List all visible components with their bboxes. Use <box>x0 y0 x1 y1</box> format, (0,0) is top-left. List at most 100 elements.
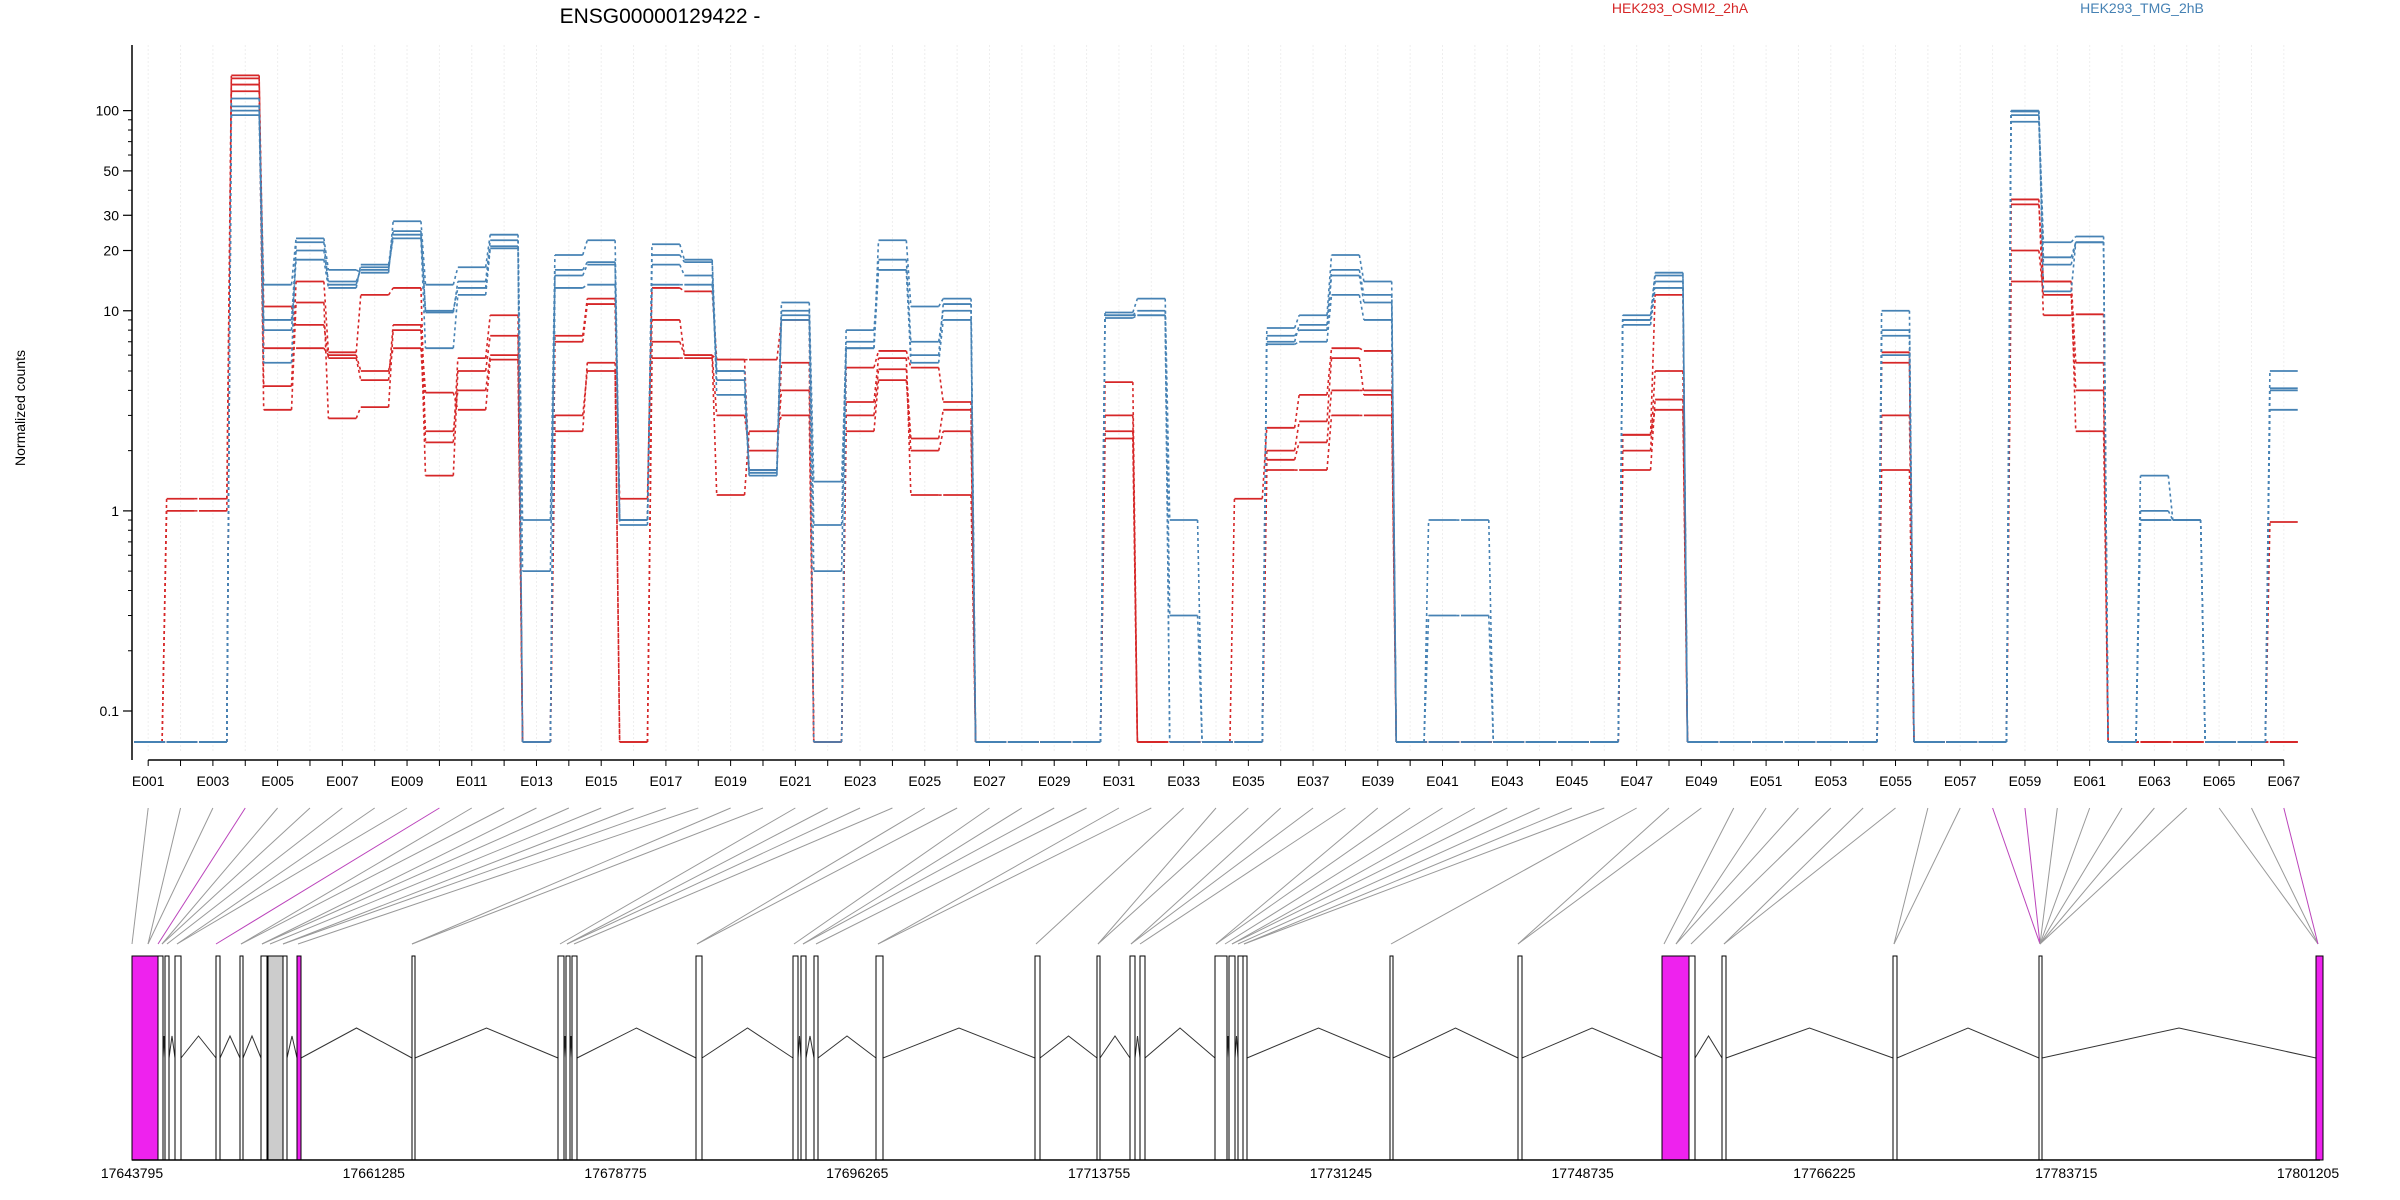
connector-E061 <box>2039 807 2091 945</box>
genomic-coordinate-label: 17643795 <box>101 1165 164 1181</box>
exon-block-5 <box>215 955 221 1161</box>
x-tick-label-E017: E017 <box>650 773 683 789</box>
connector-E046 <box>1243 807 1605 945</box>
intron-line <box>1039 1035 1098 1059</box>
exon-block-14 <box>571 955 578 1161</box>
exon-block-25 <box>1228 955 1236 1161</box>
exon-block-10 <box>296 955 302 1161</box>
intron-line <box>1099 1035 1131 1059</box>
exon-block-30 <box>1661 955 1690 1161</box>
exon-block-15 <box>695 955 703 1161</box>
connector-E053 <box>1690 807 1832 945</box>
x-tick-label-E049: E049 <box>1685 773 1718 789</box>
exon-block-1 <box>131 955 159 1161</box>
connector-E030 <box>815 807 1087 945</box>
connector-E028 <box>802 807 1023 945</box>
connector-E047 <box>1390 807 1637 945</box>
exon-connector-lines <box>131 807 2319 945</box>
connector-E042 <box>1231 807 1476 945</box>
connector-E023 <box>566 807 861 945</box>
connector-E036 <box>1130 807 1282 945</box>
exon-block-11 <box>411 955 416 1161</box>
exon-block-21 <box>1096 955 1101 1161</box>
connector-E045 <box>1243 807 1573 945</box>
x-tick-label-E029: E029 <box>1038 773 1071 789</box>
x-tick-label-E009: E009 <box>391 773 424 789</box>
connector-E058 <box>1992 807 2041 945</box>
y-tick-label: 100 <box>96 103 120 119</box>
connector-E005 <box>161 807 278 945</box>
exon-block-3 <box>164 955 170 1161</box>
x-tick-label-E007: E007 <box>326 773 359 789</box>
connector-E033 <box>1035 807 1184 945</box>
connector-E010 <box>215 807 440 945</box>
connector-E029 <box>802 807 1055 945</box>
y-tick-label: 1 <box>111 503 119 519</box>
exon-block-31 <box>1688 955 1696 1161</box>
intron-line <box>1392 1027 1519 1059</box>
x-tick-label-E065: E065 <box>2203 773 2236 789</box>
x-tick-label-E053: E053 <box>1814 773 1847 789</box>
x-tick-label-E001: E001 <box>132 773 165 789</box>
y-tick-label: 0.1 <box>100 703 120 719</box>
x-tick-label-E057: E057 <box>1944 773 1977 789</box>
intron-line <box>2041 1027 2317 1059</box>
connector-E054 <box>1723 807 1864 945</box>
chart-title: ENSG00000129422 - <box>560 5 761 28</box>
connector-E024 <box>573 807 893 945</box>
connector-E016 <box>282 807 634 945</box>
exon-block-28 <box>1389 955 1394 1161</box>
exon-block-8 <box>267 955 284 1161</box>
x-tick-label-E013: E013 <box>520 773 553 789</box>
exon-block-19 <box>875 955 884 1161</box>
genomic-coordinate-label: 17731245 <box>1310 1165 1373 1181</box>
connector-E001 <box>131 807 149 945</box>
connector-E040 <box>1215 807 1411 945</box>
exon-block-20 <box>1034 955 1041 1161</box>
connector-E002 <box>147 807 182 945</box>
exon-block-4 <box>174 955 182 1161</box>
exon-block-9 <box>282 955 288 1161</box>
intron-line <box>1694 1035 1723 1059</box>
intron-line <box>219 1034 241 1059</box>
connector-E021 <box>559 807 796 945</box>
intron-line <box>1725 1027 1894 1059</box>
x-tick-label-E019: E019 <box>714 773 747 789</box>
x-tick-label-E051: E051 <box>1750 773 1783 789</box>
exon-block-13 <box>565 955 571 1161</box>
exon-block-24 <box>1214 955 1228 1161</box>
genomic-coordinate-label: 17766225 <box>1793 1165 1856 1181</box>
exon-block-35 <box>2315 955 2324 1161</box>
intron-line <box>286 1035 298 1059</box>
exon-block-23 <box>1139 955 1146 1161</box>
connector-E032 <box>877 807 1152 945</box>
x-tick-label-E067: E067 <box>2267 773 2300 789</box>
intron-line <box>576 1027 697 1059</box>
connector-E055 <box>1723 807 1896 945</box>
exon-block-12 <box>557 955 565 1161</box>
exon-block-22 <box>1129 955 1136 1161</box>
intron-line <box>1144 1027 1216 1059</box>
exon-block-16 <box>792 955 799 1161</box>
connector-E004 <box>157 807 246 945</box>
x-tick-label-E023: E023 <box>844 773 877 789</box>
x-tick-label-E041: E041 <box>1426 773 1459 789</box>
x-tick-label-E063: E063 <box>2138 773 2171 789</box>
intron-line <box>242 1034 262 1059</box>
connector-E050 <box>1663 807 1735 945</box>
gene-model: 17643795 17661285 17678775 17696265 17713755… <box>101 955 2339 1181</box>
genomic-coordinate-label: 17661285 <box>343 1165 406 1181</box>
connector-E037 <box>1130 807 1314 945</box>
x-tick-label-E025: E025 <box>908 773 941 789</box>
connector-E035 <box>1097 807 1249 945</box>
legend-label-osmi2: HEK293_OSMI2_2hA <box>1612 0 1749 16</box>
exon-block-7 <box>260 955 268 1161</box>
intron-line <box>180 1035 217 1059</box>
connector-E067 <box>2283 807 2319 945</box>
x-tick-label-E061: E061 <box>2073 773 2106 789</box>
connector-E044 <box>1237 807 1540 945</box>
connector-E017 <box>282 807 667 945</box>
exon-block-18 <box>813 955 819 1161</box>
y-axis-label: Normalized counts <box>12 350 28 466</box>
